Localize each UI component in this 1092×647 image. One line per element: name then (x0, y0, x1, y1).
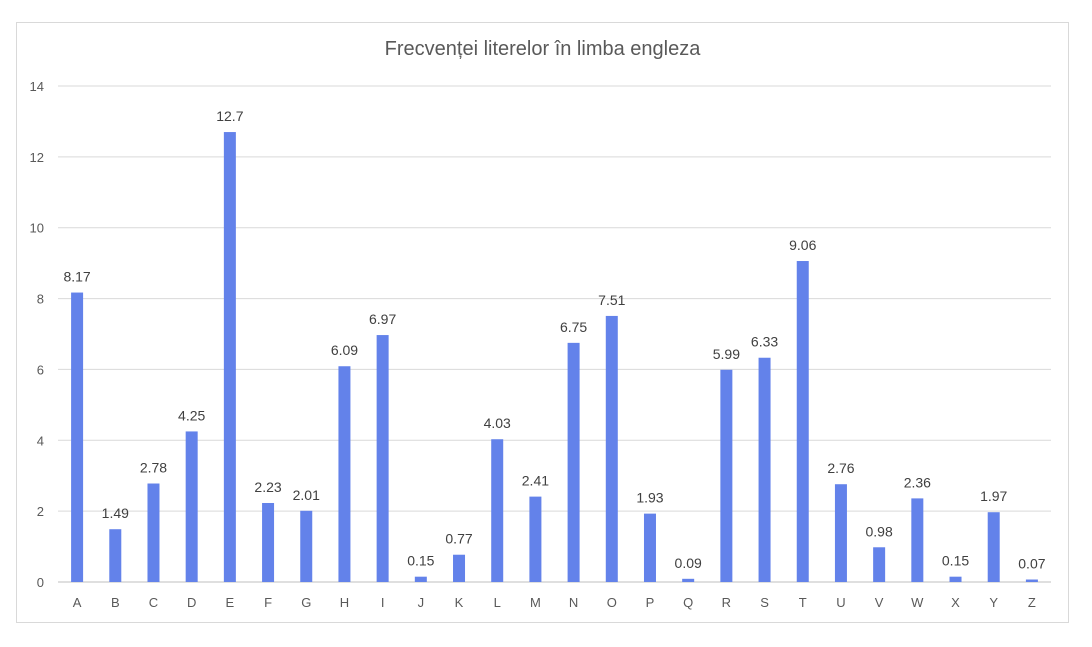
bar-a (71, 292, 84, 582)
x-tick-label-f: F (264, 595, 272, 610)
x-tick-label-r: R (722, 595, 731, 610)
x-tick-label-k: K (455, 595, 464, 610)
data-label-u: 2.76 (827, 460, 854, 476)
x-tick-label-x: X (951, 595, 960, 610)
x-tick-label-g: G (301, 595, 311, 610)
x-tick-label-b: B (111, 595, 120, 610)
data-label-n: 6.75 (560, 319, 587, 335)
x-tick-label-s: S (760, 595, 769, 610)
bar-b (109, 529, 122, 582)
x-tick-label-z: Z (1028, 595, 1036, 610)
bar-u (834, 484, 847, 582)
bar-e (223, 132, 236, 583)
data-label-y: 1.97 (980, 488, 1007, 504)
bar-n (567, 342, 580, 582)
data-label-f: 2.23 (254, 479, 281, 495)
x-tick-label-a: A (73, 595, 82, 610)
data-label-g: 2.01 (293, 487, 320, 503)
bar-t (796, 261, 809, 582)
data-label-p: 1.93 (636, 490, 663, 506)
bar-o (605, 315, 618, 582)
bar-r (720, 369, 733, 582)
y-tick-label: 8 (37, 292, 44, 307)
y-tick-label: 6 (37, 362, 44, 377)
bar-q (682, 578, 695, 582)
x-tick-label-h: H (340, 595, 349, 610)
y-tick-label: 0 (37, 575, 44, 590)
x-tick-label-j: J (418, 595, 425, 610)
bars (71, 132, 1038, 583)
x-tick-label-m: M (530, 595, 541, 610)
bar-w (911, 498, 924, 582)
y-tick-label: 10 (30, 221, 44, 236)
data-label-d: 4.25 (178, 407, 205, 423)
data-label-e: 12.7 (216, 108, 243, 124)
bar-g (300, 510, 313, 582)
data-label-b: 1.49 (102, 505, 129, 521)
data-label-m: 2.41 (522, 473, 549, 489)
data-label-t: 9.06 (789, 237, 816, 253)
data-label-v: 0.98 (866, 523, 893, 539)
bar-s (758, 357, 771, 582)
data-label-w: 2.36 (904, 474, 931, 490)
x-tick-label-y: Y (989, 595, 998, 610)
y-tick-label: 12 (30, 150, 44, 165)
bar-c (147, 483, 160, 582)
x-tick-label-t: T (799, 595, 807, 610)
data-label-l: 4.03 (484, 415, 511, 431)
x-tick-label-i: I (381, 595, 385, 610)
x-tick-label-o: O (607, 595, 617, 610)
bar-h (338, 366, 351, 582)
x-axis-ticks: A B C D E F G H I J K L M N O P Q R S T U V W X Y Z (73, 595, 1036, 610)
bar-p (643, 513, 656, 582)
bar-k (453, 554, 466, 582)
gridlines (58, 85, 1051, 583)
bar-j (414, 576, 427, 582)
chart-title: Frecvenței literelor în limba engleza (384, 38, 701, 60)
x-tick-label-c: C (149, 595, 158, 610)
data-label-q: 0.09 (675, 555, 702, 571)
data-label-k: 0.77 (445, 531, 472, 547)
y-tick-label: 14 (30, 79, 44, 94)
x-tick-label-q: Q (683, 595, 693, 610)
data-label-a: 8.17 (63, 269, 90, 285)
bar-d (185, 431, 198, 582)
x-tick-label-n: N (569, 595, 578, 610)
data-label-z: 0.07 (1018, 556, 1045, 572)
y-axis-ticks: 0 2 4 6 8 10 12 14 (30, 79, 44, 590)
data-label-c: 2.78 (140, 460, 167, 476)
x-tick-label-w: W (911, 595, 924, 610)
bar-m (529, 496, 542, 582)
x-tick-label-u: U (836, 595, 845, 610)
data-label-x: 0.15 (942, 553, 969, 569)
bar-f (262, 502, 275, 582)
y-tick-label: 4 (37, 433, 44, 448)
data-labels: 8.17 1.49 2.78 4.25 12.7 2.23 2.01 6.09 6.97 0.15… (63, 108, 1045, 571)
data-label-h: 6.09 (331, 342, 358, 358)
x-tick-label-e: E (226, 595, 235, 610)
bar-x (949, 576, 962, 582)
x-tick-label-p: P (646, 595, 655, 610)
data-label-i: 6.97 (369, 311, 396, 327)
bar-y (987, 512, 1000, 582)
x-tick-label-d: D (187, 595, 196, 610)
bar-l (491, 439, 504, 582)
data-label-o: 7.51 (598, 292, 625, 308)
bar-z (1025, 579, 1038, 582)
data-label-r: 5.99 (713, 346, 740, 362)
bar-v (873, 547, 886, 582)
x-tick-label-l: L (494, 595, 501, 610)
x-tick-label-v: V (875, 595, 884, 610)
y-tick-label: 2 (37, 504, 44, 519)
data-label-s: 6.33 (751, 334, 778, 350)
data-label-j: 0.15 (407, 553, 434, 569)
bar-i (376, 335, 389, 582)
